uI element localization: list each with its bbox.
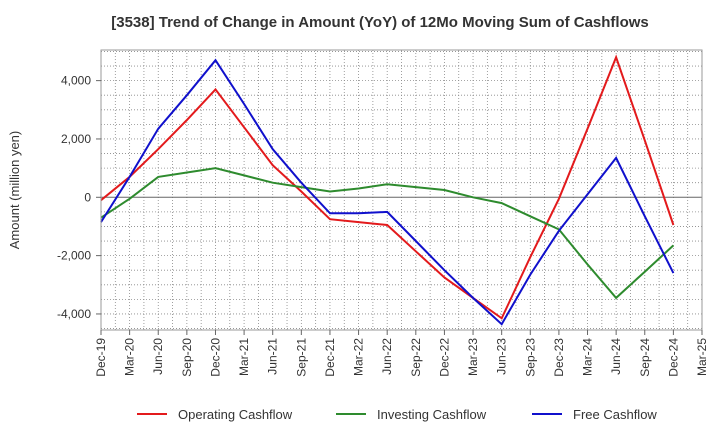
x-tick-label: Mar-22 bbox=[352, 338, 366, 376]
x-tick-label: Sep-21 bbox=[294, 338, 308, 377]
x-axis-ticks: Dec-19 Mar-20 Jun-20 Sep-20 Dec-20 Mar-21 Jun-… bbox=[94, 330, 709, 377]
plot-area bbox=[101, 50, 702, 330]
x-tick-label: Dec-23 bbox=[552, 338, 566, 377]
x-tick-label: Sep-23 bbox=[523, 338, 537, 377]
chart-title: [3538] Trend of Change in Amount (YoY) o… bbox=[111, 14, 649, 31]
free-cashflow-line bbox=[100, 58, 675, 326]
legend: Operating Cashflow Investing Cashflow Free… bbox=[137, 407, 657, 422]
x-tick-label: Dec-19 bbox=[94, 338, 108, 377]
horizontal-gridlines bbox=[101, 51, 702, 329]
x-tick-label: Mar-21 bbox=[237, 338, 251, 376]
x-tick-label: Jun-20 bbox=[151, 338, 165, 375]
x-tick-label: Dec-20 bbox=[208, 338, 222, 377]
x-tick-label: Mar-20 bbox=[123, 338, 137, 376]
y-axis-title: Amount (million yen) bbox=[7, 131, 22, 250]
y-axis-ticks: -4,000 -2,000 0 2,000 4,000 bbox=[57, 74, 101, 321]
y-tick-label: 2,000 bbox=[61, 132, 91, 146]
x-tick-label: Dec-24 bbox=[666, 338, 680, 377]
y-tick-label: -4,000 bbox=[57, 307, 91, 321]
plot-frame bbox=[100, 49, 703, 331]
series-layer bbox=[100, 54, 675, 326]
x-tick-label: Mar-25 bbox=[695, 338, 709, 376]
x-tick-label: Jun-23 bbox=[495, 338, 509, 375]
x-tick-label: Jun-22 bbox=[380, 338, 394, 375]
x-tick-label: Jun-21 bbox=[266, 338, 280, 375]
x-tick-label: Sep-22 bbox=[409, 338, 423, 377]
y-tick-label: -2,000 bbox=[57, 249, 91, 263]
investing-cashflow-legend-label: Investing Cashflow bbox=[377, 407, 487, 422]
y-tick-label: 0 bbox=[84, 190, 91, 204]
x-tick-label: Mar-24 bbox=[581, 338, 595, 376]
x-tick-label: Sep-20 bbox=[180, 338, 194, 377]
x-tick-label: Sep-24 bbox=[638, 338, 652, 377]
x-tick-label: Dec-21 bbox=[323, 338, 337, 377]
x-tick-label: Jun-24 bbox=[609, 338, 623, 375]
investing-cashflow-line bbox=[100, 167, 675, 300]
y-tick-label: 4,000 bbox=[61, 74, 91, 88]
free-cashflow-legend-label: Free Cashflow bbox=[573, 407, 657, 422]
operating-cashflow-legend-label: Operating Cashflow bbox=[178, 407, 293, 422]
operating-cashflow-line bbox=[100, 54, 675, 320]
x-tick-label: Dec-22 bbox=[437, 338, 451, 377]
x-tick-label: Mar-23 bbox=[466, 338, 480, 376]
